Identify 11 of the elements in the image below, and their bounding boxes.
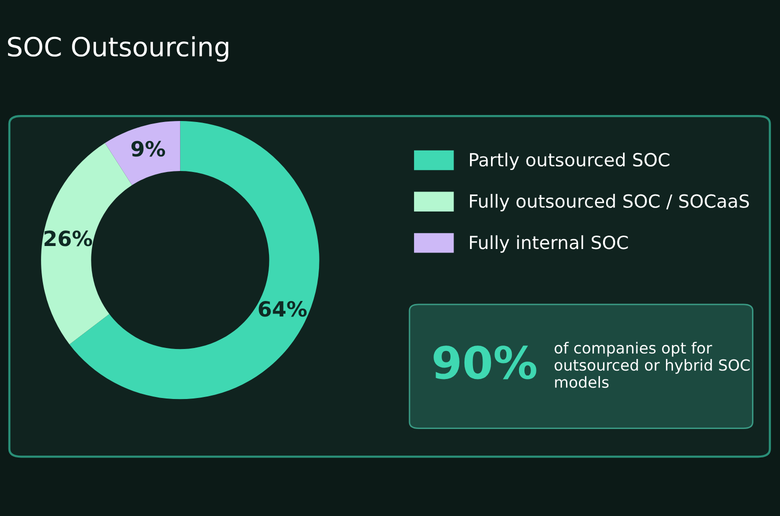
legend-label: Fully internal SOC	[470, 235, 628, 253]
data-label: 9%	[131, 140, 166, 157]
data-label: 64%	[258, 301, 307, 317]
legend-label: Fully outsourced SOC / SOCaaS	[470, 194, 749, 212]
chart-title: SOC Outsourcing	[8, 36, 228, 62]
text: 90%	[434, 346, 536, 380]
donut-slice	[41, 143, 132, 344]
donut-slice	[104, 120, 180, 186]
text: of companies opt for outsourced or hybrid SOC models	[554, 342, 750, 388]
data-label: 26%	[44, 230, 92, 246]
legend-label: Partly outsourced SOC	[470, 152, 670, 170]
